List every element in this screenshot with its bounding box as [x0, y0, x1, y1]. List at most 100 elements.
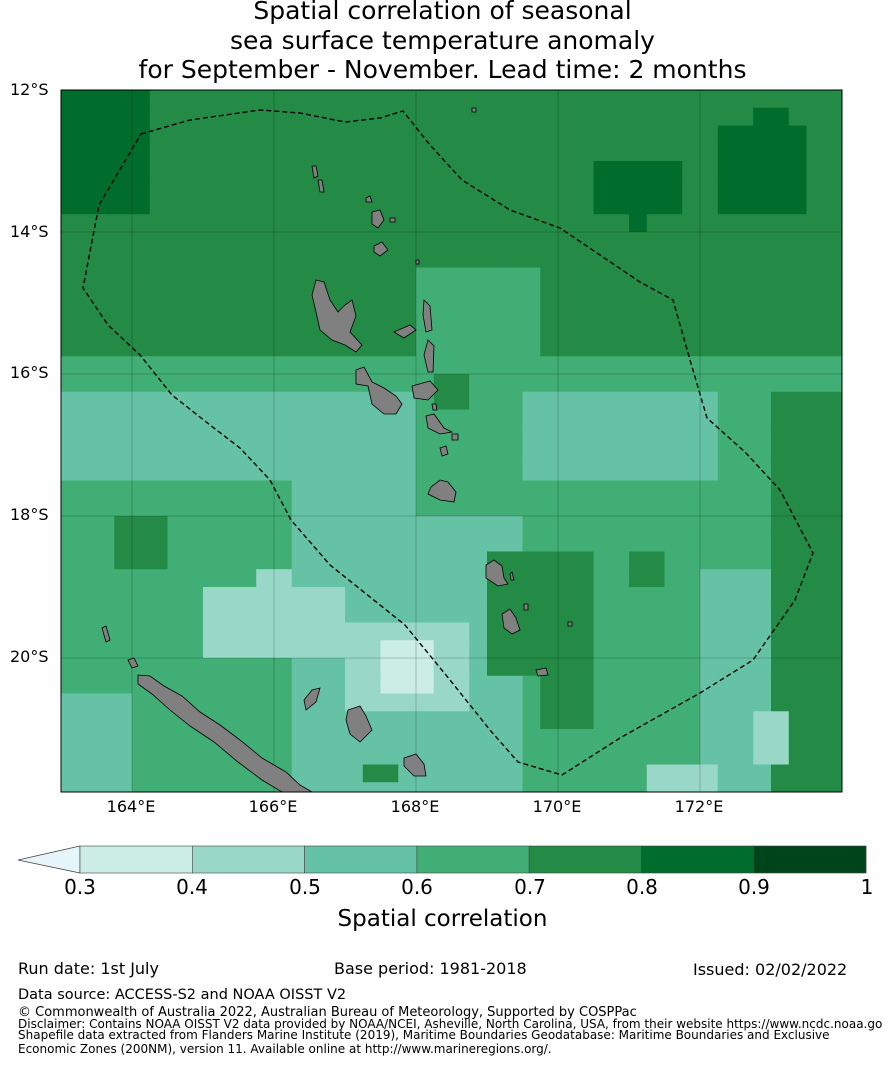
grid-cell: [682, 462, 701, 481]
grid-cell: [78, 107, 97, 126]
grid-cell: [327, 391, 346, 410]
grid-cell: [700, 143, 719, 162]
grid-cell: [735, 107, 754, 126]
grid-cell: [717, 640, 736, 659]
grid-cell: [220, 498, 239, 517]
grid-cell: [185, 658, 204, 677]
grid-cell: [203, 267, 222, 286]
grid-cell: [96, 551, 115, 570]
grid-cell: [771, 303, 790, 322]
grid-cell: [735, 462, 754, 481]
grid-cell: [291, 143, 310, 162]
grid-cell: [185, 303, 204, 322]
grid-cell: [114, 693, 133, 712]
grid-cell: [291, 445, 310, 464]
grid-cell: [291, 462, 310, 481]
island: [389, 217, 396, 223]
grid-cell: [629, 782, 648, 793]
grid-cell: [664, 249, 683, 268]
grid-cell: [291, 409, 310, 428]
grid-cell: [309, 374, 328, 393]
grid-cell: [256, 516, 275, 535]
grid-cell: [309, 356, 328, 375]
grid-cell: [646, 711, 665, 730]
grid-cell: [700, 320, 719, 339]
grid-cell: [309, 409, 328, 428]
grid-cell: [380, 533, 399, 552]
grid-cell: [274, 90, 293, 109]
grid-cell: [575, 214, 594, 233]
grid-cell: [487, 107, 506, 126]
grid-cell: [788, 640, 807, 659]
grid-cell: [256, 604, 275, 623]
grid-cell: [682, 693, 701, 712]
grid-cell: [149, 587, 168, 606]
grid-cell: [824, 640, 843, 659]
grid-cell: [646, 338, 665, 357]
grid-cell: [771, 462, 790, 481]
grid-cell: [753, 267, 772, 286]
grid-cell: [274, 711, 293, 730]
grid-cell: [61, 746, 80, 765]
grid-cell: [238, 516, 257, 535]
grid-cell: [824, 409, 843, 428]
grid-cell: [96, 569, 115, 588]
grid-cell: [167, 729, 186, 748]
grid-cell: [735, 178, 754, 197]
grid-cell: [788, 178, 807, 197]
grid-cell: [504, 90, 523, 109]
grid-cell: [78, 178, 97, 197]
grid-cell: [451, 640, 470, 659]
grid-cell: [291, 764, 310, 783]
grid-cell: [345, 391, 364, 410]
grid-cell: [522, 551, 541, 570]
grid-cell: [327, 178, 346, 197]
grid-cell: [593, 445, 612, 464]
grid-cell: [558, 90, 577, 109]
grid-cell: [61, 178, 80, 197]
grid-cell: [203, 374, 222, 393]
grid-cell: [345, 746, 364, 765]
grid-cell: [256, 693, 275, 712]
grid-cell: [96, 587, 115, 606]
grid-cell: [646, 516, 665, 535]
grid-cell: [788, 107, 807, 126]
grid-cell: [700, 125, 719, 144]
grid-cell: [664, 214, 683, 233]
grid-cell: [149, 746, 168, 765]
grid-cell: [362, 533, 381, 552]
grid-cell: [362, 320, 381, 339]
grid-cell: [753, 729, 772, 748]
grid-cell: [61, 391, 80, 410]
grid-cell: [575, 764, 594, 783]
grid-cell: [114, 658, 133, 677]
grid-cell: [203, 587, 222, 606]
grid-cell: [611, 409, 630, 428]
grid-cell: [753, 604, 772, 623]
grid-cell: [309, 711, 328, 730]
grid-cell: [238, 658, 257, 677]
grid-cell: [416, 267, 435, 286]
grid-cell: [220, 640, 239, 659]
grid-cell: [664, 232, 683, 251]
grid-cell: [61, 249, 80, 268]
grid-cell: [771, 551, 790, 570]
grid-cell: [735, 196, 754, 215]
grid-cell: [771, 658, 790, 677]
grid-cell: [771, 693, 790, 712]
grid-cell: [788, 711, 807, 730]
grid-cell: [291, 285, 310, 304]
grid-cell: [558, 214, 577, 233]
disclaimer-line-2: Shapefile data extracted from Flanders M…: [18, 1028, 830, 1042]
grid-cell: [558, 782, 577, 793]
grid-cell: [504, 480, 523, 499]
grid-cell: [575, 480, 594, 499]
grid-cell: [522, 391, 541, 410]
title-line-2: sea surface temperature anomaly: [230, 25, 655, 55]
grid-cell: [629, 249, 648, 268]
grid-cell: [96, 374, 115, 393]
grid-cell: [61, 693, 80, 712]
grid-cell: [575, 320, 594, 339]
grid-cell: [185, 338, 204, 357]
grid-cell: [78, 196, 97, 215]
